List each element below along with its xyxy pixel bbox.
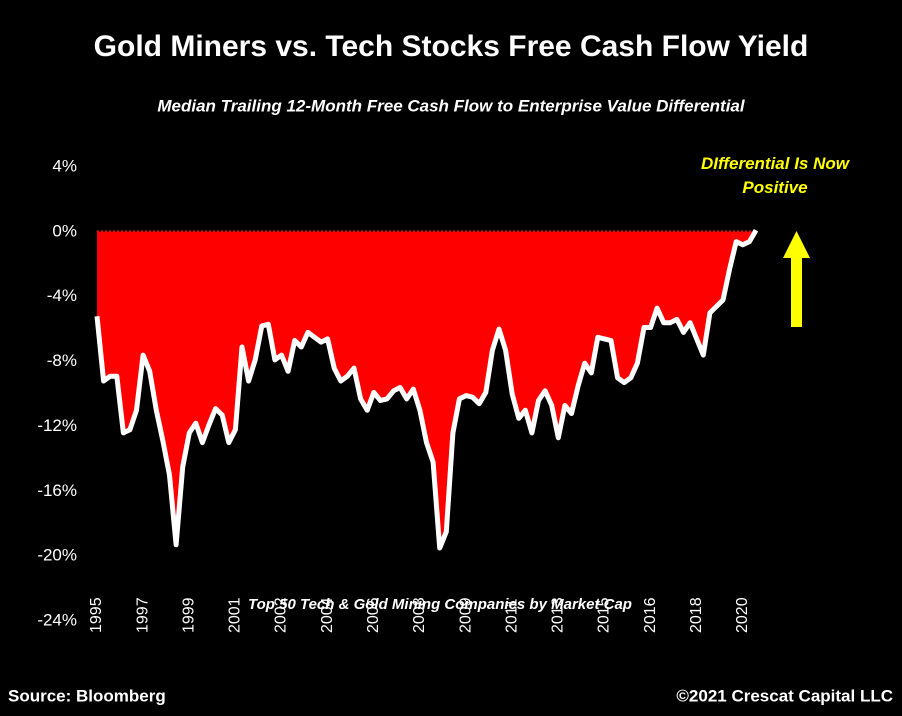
y-tick-label: -16%	[37, 481, 77, 500]
x-tick-label: 2011	[503, 598, 520, 633]
arrow-head	[783, 231, 810, 258]
note: Top 50 Tech & Gold Mining Companies by M…	[248, 596, 632, 613]
x-tick-label: 2013	[550, 597, 567, 633]
x-tick-label: 2015	[596, 597, 613, 633]
x-tick-label: 2016	[642, 597, 659, 633]
y-tick-label: 4%	[52, 156, 77, 175]
x-tick-label: 2008	[411, 597, 428, 633]
x-tick-label: 2006	[365, 597, 382, 633]
x-tick-label: 1999	[180, 597, 197, 633]
annotation: DIfferential Is Now Positive	[701, 154, 849, 197]
y-tick-label: -20%	[37, 546, 77, 565]
arrow	[783, 231, 810, 327]
source: Source: Bloomberg	[8, 686, 166, 705]
x-tick-label: 2001	[227, 597, 244, 633]
area	[97, 230, 756, 548]
arrow-shaft	[791, 258, 802, 327]
x-tick-label: 1997	[134, 597, 151, 633]
chart-title: Gold Miners vs. Tech Stocks Free Cash Fl…	[94, 30, 809, 63]
y-tick-label: -24%	[37, 610, 77, 629]
x-tick-label: 2020	[734, 597, 751, 633]
x-tick-label: 2002	[273, 597, 290, 633]
y-tick-label: -8%	[47, 351, 77, 370]
x-tick-label: 2009	[457, 597, 474, 633]
line	[94, 228, 759, 551]
y-tick-label: -4%	[47, 286, 77, 305]
chart-subtitle: Median Trailing 12-Month Free Cash Flow …	[157, 96, 746, 115]
y-tick-label: 0%	[52, 221, 77, 240]
copyright: ©2021 Crescat Capital LLC	[676, 686, 893, 705]
x-tick-label: 1995	[88, 597, 105, 633]
x-tick-label: 2004	[319, 597, 336, 633]
y-tick-label: -12%	[37, 416, 77, 435]
x-tick-label: 2018	[688, 597, 705, 633]
